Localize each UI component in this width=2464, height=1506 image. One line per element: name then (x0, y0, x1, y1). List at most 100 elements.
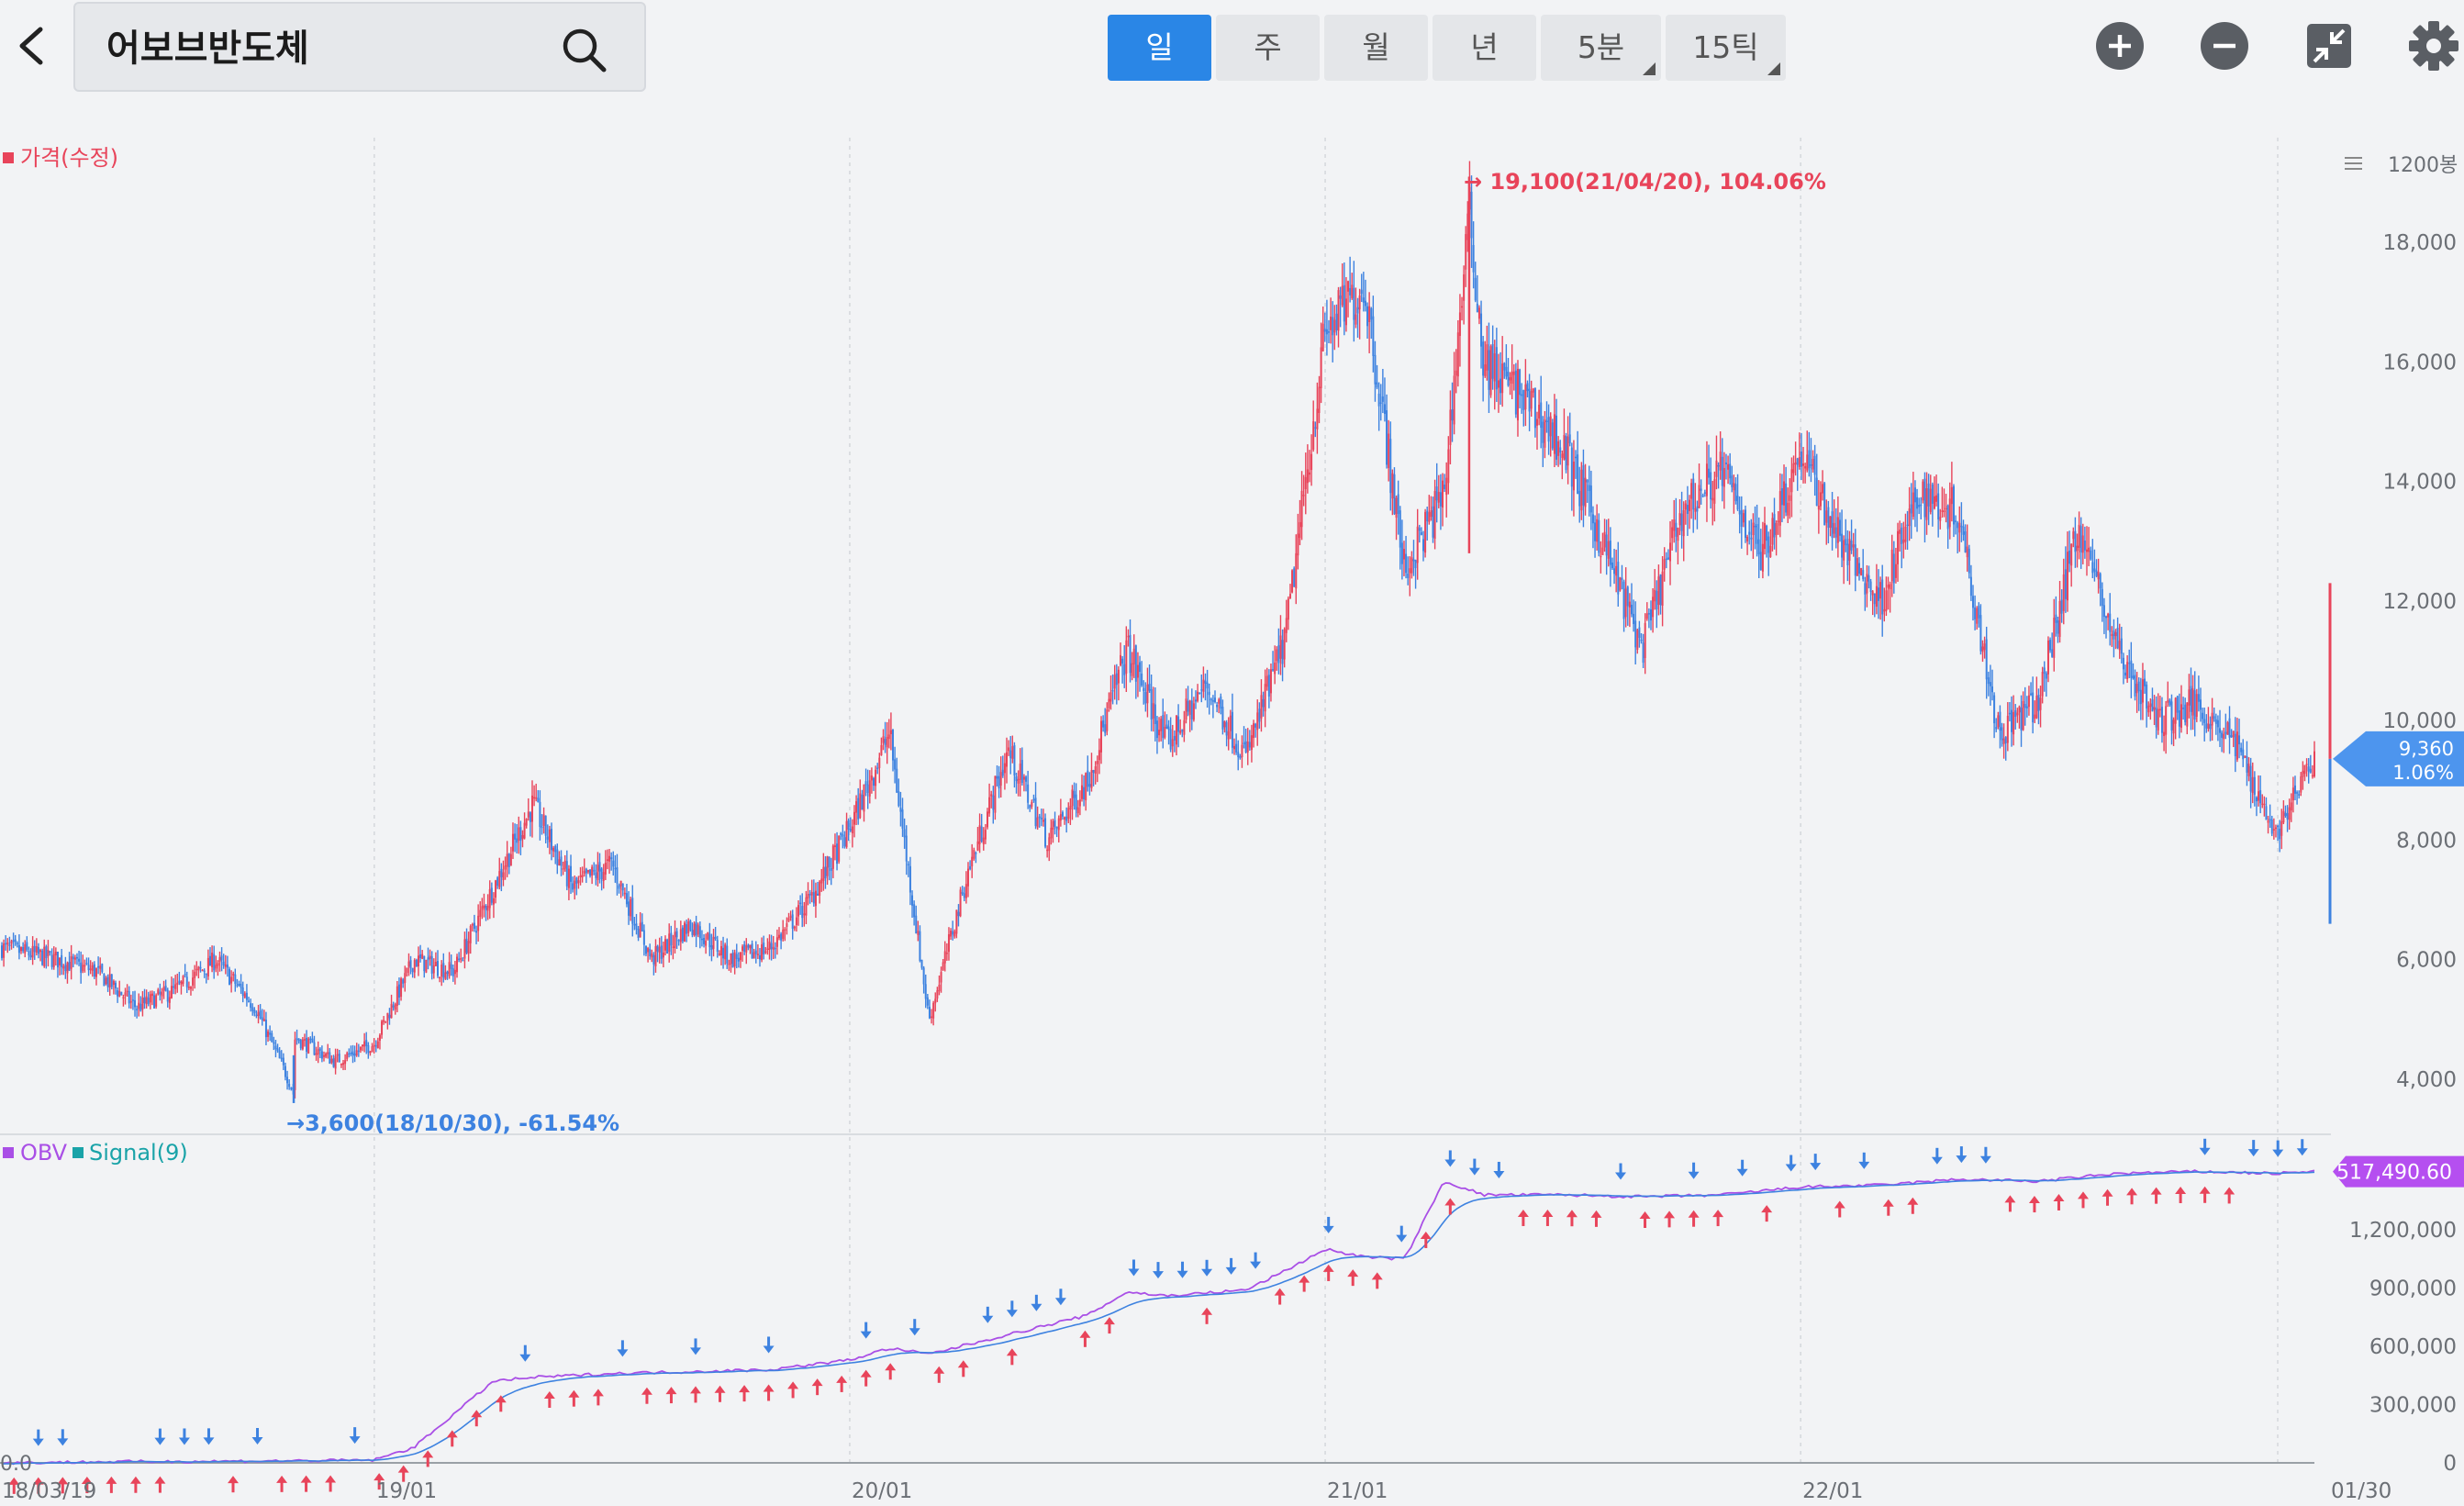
period-tab-2[interactable]: 월 (1324, 15, 1428, 81)
candle-body (1983, 643, 1986, 651)
candle-body (1727, 463, 1730, 470)
period-tab-5[interactable]: 15틱 (1666, 15, 1786, 81)
candle-body (1659, 575, 1662, 606)
candle-body (97, 965, 100, 968)
candle-body (1484, 364, 1487, 376)
candle-body (1276, 649, 1278, 662)
candle-body (346, 1053, 349, 1059)
candle-body (772, 946, 775, 950)
candle-body (730, 953, 732, 965)
candle-body (394, 1004, 396, 1010)
candle-body (1258, 708, 1261, 722)
candle-body (642, 930, 645, 945)
candle-body (523, 822, 526, 839)
buy-signal-arrow (495, 1395, 507, 1412)
candle-body (1993, 695, 1996, 724)
buy-signal-arrow (2028, 1196, 2040, 1213)
zoom-in-button[interactable] (2094, 18, 2146, 73)
candle-body (1503, 363, 1506, 371)
candle-body (1678, 513, 1681, 526)
candle-body (2303, 764, 2306, 775)
candle-body (1806, 454, 1809, 471)
buy-signal-arrow (1761, 1205, 1773, 1222)
buy-signal-arrow (106, 1476, 117, 1493)
candle-body (82, 965, 84, 971)
settings-button[interactable] (2408, 18, 2459, 73)
zoom-out-button[interactable] (2199, 18, 2250, 73)
candle-body (1831, 511, 1834, 538)
period-tab-0[interactable]: 일 (1108, 15, 1211, 81)
search-icon[interactable] (558, 24, 609, 75)
candle-body (1937, 493, 1940, 519)
candle-body (2008, 712, 2011, 715)
buy-signal-arrow (471, 1410, 483, 1427)
candle-body (654, 946, 657, 966)
candle-body (2251, 776, 2254, 793)
candle-body (1810, 464, 1812, 466)
candle-body (999, 772, 1002, 786)
candle-body (1381, 396, 1384, 402)
candle-body (984, 830, 987, 840)
candle-body (1158, 730, 1161, 736)
candle-body (2111, 633, 2113, 637)
candle-body (1766, 525, 1768, 541)
candle-body (37, 946, 39, 954)
candle-body (2016, 712, 2019, 716)
candle-body (851, 826, 853, 833)
collapse-button[interactable] (2303, 18, 2355, 73)
buy-signal-arrow (228, 1476, 239, 1493)
candle-body (1692, 478, 1695, 510)
candle-body (1150, 688, 1153, 720)
candle-body (1505, 366, 1508, 377)
candle-body (1214, 697, 1217, 702)
candle-body (28, 951, 30, 956)
back-button[interactable] (6, 13, 57, 79)
candle-body (2090, 550, 2092, 560)
menu-icon[interactable] (2345, 157, 2362, 170)
price-y-tick: 16,000 (2383, 351, 2457, 374)
sell-signal-arrow (154, 1428, 166, 1445)
candle-body (1656, 590, 1658, 610)
candle-body (1055, 826, 1058, 829)
candle-body (1764, 523, 1767, 550)
candle-body (1044, 818, 1047, 847)
candle-body (17, 944, 20, 954)
candle-body (2272, 829, 2275, 831)
obv-legend-marker (3, 1147, 14, 1158)
candle-body (1955, 520, 1957, 522)
buy-signal-arrow (397, 1465, 409, 1482)
candle-body (2265, 806, 2268, 820)
candle-body (423, 955, 426, 972)
candle-body (1316, 408, 1319, 429)
candle-body (1680, 513, 1683, 531)
candle-body (847, 820, 850, 830)
candle-body (2053, 618, 2056, 658)
candle-body (1746, 536, 1749, 541)
sell-signal-arrow (2272, 1140, 2284, 1157)
candle-body (1437, 491, 1440, 503)
candle-body (2224, 731, 2227, 734)
candle-body (2293, 785, 2296, 794)
period-tab-4[interactable]: 5분 (1541, 15, 1661, 81)
candle-body (1328, 331, 1331, 333)
candle-body (2130, 660, 2133, 678)
candle-body (1690, 483, 1693, 499)
period-tab-3[interactable]: 년 (1433, 15, 1536, 81)
candle-body (492, 898, 495, 905)
candle-body (1061, 812, 1064, 817)
stock-name: 어보브반도체 (106, 28, 309, 70)
candle-body (1507, 372, 1510, 386)
candle-body (78, 958, 81, 962)
candle-body (2155, 708, 2157, 728)
candle-body (866, 784, 869, 793)
stock-search-field[interactable]: 어보브반도체 (73, 2, 646, 92)
candle-body (2030, 693, 2033, 696)
candle-body (774, 947, 776, 950)
period-tab-1[interactable]: 주 (1216, 15, 1320, 81)
candle-body (413, 960, 416, 973)
candle-body (1071, 789, 1074, 807)
candle-body (684, 922, 686, 942)
candle-body (498, 871, 501, 887)
candle-body (1578, 490, 1581, 507)
